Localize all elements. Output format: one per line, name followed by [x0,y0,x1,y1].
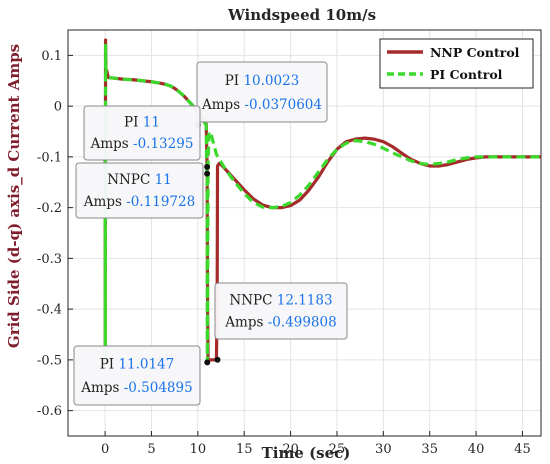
datatip-x-line: PI 11 [124,115,160,131]
y-ticks: 0.1 0 -0.1 -0.2 -0.3 -0.4 -0.5 -0.6 [37,49,73,419]
datatip-y-line: Amps -0.13295 [90,136,194,152]
datatip-marker [214,356,221,363]
y-tick-label: -0.4 [37,303,62,318]
datatip-box [196,61,328,123]
x-tick-label: 20 [282,442,299,457]
datatip-series-label: NNPC [107,172,154,188]
legend-label-nnp-control: NNP Control [430,45,520,60]
x-tick-label: 45 [514,442,531,457]
datatip-pi10[interactable]: PI 10.0023 Amps -0.0370604 [196,61,328,123]
y-tick-label: -0.6 [37,404,62,419]
y-tick-label: 0.1 [41,49,62,64]
datatip-series-label: NNPC [229,292,276,308]
x-ticks: 0 5 10 15 20 25 30 35 40 45 [101,431,531,457]
y-tick-label: -0.3 [37,252,62,267]
datatip-x-line: PI 10.0023 [225,73,300,89]
datatip-y-prefix: Amps [201,97,244,113]
datatip-y-value: -0.499808 [268,315,337,331]
datatip-y-line: Amps -0.0370604 [201,97,322,113]
legend[interactable]: NNP Control PI Control [379,38,534,89]
datatip-series-label: PI [100,356,119,372]
datatip-x-line: NNPC 11 [107,172,172,188]
datatip-box [73,345,201,406]
chart-title: Windspeed 10m/s [227,6,376,24]
datatip-y-line: Amps -0.504895 [80,380,192,396]
datatip-nnpc11[interactable]: NNPC 11 Amps -0.119728 [75,162,204,219]
y-axis-title: Grid Side (d-q) axis_d Current Amps [5,44,23,348]
datatip-y-line: Amps -0.499808 [224,315,336,331]
datatip-x-value: 12.1183 [277,292,333,308]
x-tick-label: 35 [421,442,438,457]
datatip-box [83,105,201,161]
datatip-y-prefix: Amps [90,136,133,152]
datatip-pi11[interactable]: PI 11 Amps -0.13295 [83,105,201,161]
legend-label-pi-control: PI Control [430,67,503,82]
x-tick-label: 15 [236,442,253,457]
y-tick-label: -0.1 [37,150,62,165]
y-tick-label: -0.2 [37,201,62,216]
datatip-x-value: 11.0147 [118,356,174,372]
datatip-box [75,162,204,219]
datatip-y-value: -0.119728 [126,194,195,210]
datatip-y-value: -0.13295 [133,136,193,152]
datatip-y-prefix: Amps [83,194,126,210]
x-tick-label: 5 [147,442,155,457]
datatip-x-line: PI 11.0147 [100,356,175,372]
series-layer [103,38,541,365]
datatip-marker [204,359,211,366]
datatip-box [214,282,348,340]
datatip-y-prefix: Amps [80,380,123,396]
x-tick-label: 0 [101,442,109,457]
datatip-series-label: PI [225,73,244,89]
x-tick-label: 25 [329,442,346,457]
datatip-marker [204,170,211,177]
datatip-y-value: -0.504895 [124,380,193,396]
x-tick-label: 10 [190,442,207,457]
datatip-nnpc12[interactable]: NNPC 12.1183 Amps -0.499808 [214,282,348,340]
series-line-pi-control [103,43,541,365]
y-tick-label: 0 [54,100,62,115]
datatip-marker [204,163,211,170]
datatip-y-prefix: Amps [224,315,267,331]
datatip-x-value: 11 [143,115,160,131]
datatip-x-value: 10.0023 [243,73,299,89]
x-tick-label: 40 [468,442,485,457]
x-axis-title: Time (sec) [262,444,351,462]
legend-box [379,38,534,89]
datatip-series-label: PI [124,115,143,131]
datatip-pi11b[interactable]: PI 11.0147 Amps -0.504895 [73,345,201,406]
plot-area [67,29,542,437]
x-tick-label: 30 [375,442,392,457]
datatip-y-value: -0.0370604 [244,97,322,113]
datatip-x-value: 11 [155,172,172,188]
datatip-x-line: NNPC 12.1183 [229,292,332,308]
datatip-y-line: Amps -0.119728 [83,194,195,210]
y-tick-label: -0.5 [37,353,62,368]
